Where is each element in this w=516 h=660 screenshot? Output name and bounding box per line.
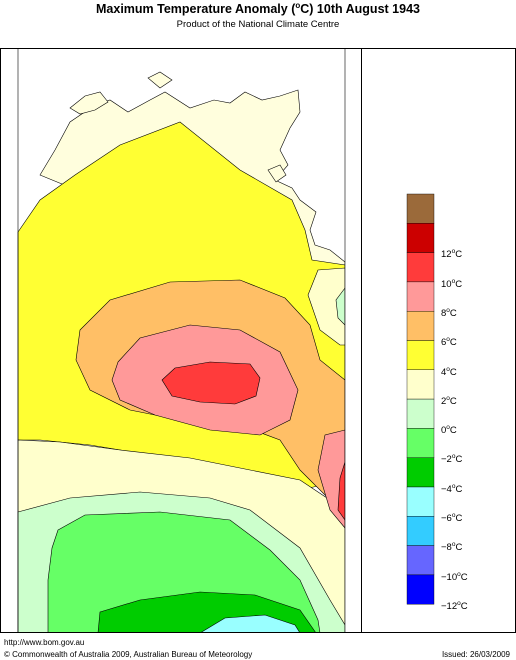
legend-swatch: [406, 574, 435, 605]
legend-label: 8oC: [441, 306, 457, 320]
issued-date: Issued: 26/03/2009: [441, 650, 510, 659]
source-url[interactable]: http://www.bom.gov.au: [4, 638, 85, 647]
legend-label: −2oC: [441, 453, 463, 466]
legend-label: −8oC: [441, 541, 463, 554]
contour-8-to-10: [161, 361, 261, 405]
legend-label: 4oC: [441, 365, 457, 378]
legend-swatch: [406, 252, 435, 283]
map-title: Maximum Temperature Anomaly (oC) 10th Au…: [96, 1, 420, 17]
legend-label: 10oC: [441, 277, 463, 290]
island-bathurst: [147, 71, 173, 89]
legend-swatch: [406, 369, 435, 400]
legend-swatch: [406, 398, 435, 429]
legend-label: 12oC: [441, 248, 463, 261]
contour-neg8-to-neg6: [199, 614, 301, 633]
legend-swatch: [406, 340, 435, 370]
legend-swatch: [406, 545, 435, 576]
legend-label: −4oC: [441, 482, 463, 495]
legend-label: −6oC: [441, 512, 463, 525]
legend-swatch: [406, 428, 435, 458]
legend-swatch: [406, 311, 435, 341]
map-edge-strip: [345, 48, 361, 633]
legend-swatch: [406, 486, 435, 517]
legend: [406, 193, 435, 605]
legend-label: 2oC: [441, 394, 457, 407]
island-melville: [69, 91, 109, 115]
legend-swatch: [406, 223, 435, 253]
legend-swatch: [406, 193, 435, 224]
island-groote: [267, 164, 287, 183]
legend-label: 0oC: [441, 424, 457, 437]
legend-swatch: [406, 457, 435, 488]
legend-label: −10oC: [441, 570, 468, 583]
legend-label: 6oC: [441, 336, 457, 349]
legend-swatch: [406, 281, 435, 312]
legend-swatch: [406, 516, 435, 546]
map-subtitle: Product of the National Climate Centre: [176, 19, 340, 30]
legend-label: −12oC: [441, 599, 468, 613]
copyright: © Commonwealth of Australia 2009, Austra…: [4, 650, 253, 659]
